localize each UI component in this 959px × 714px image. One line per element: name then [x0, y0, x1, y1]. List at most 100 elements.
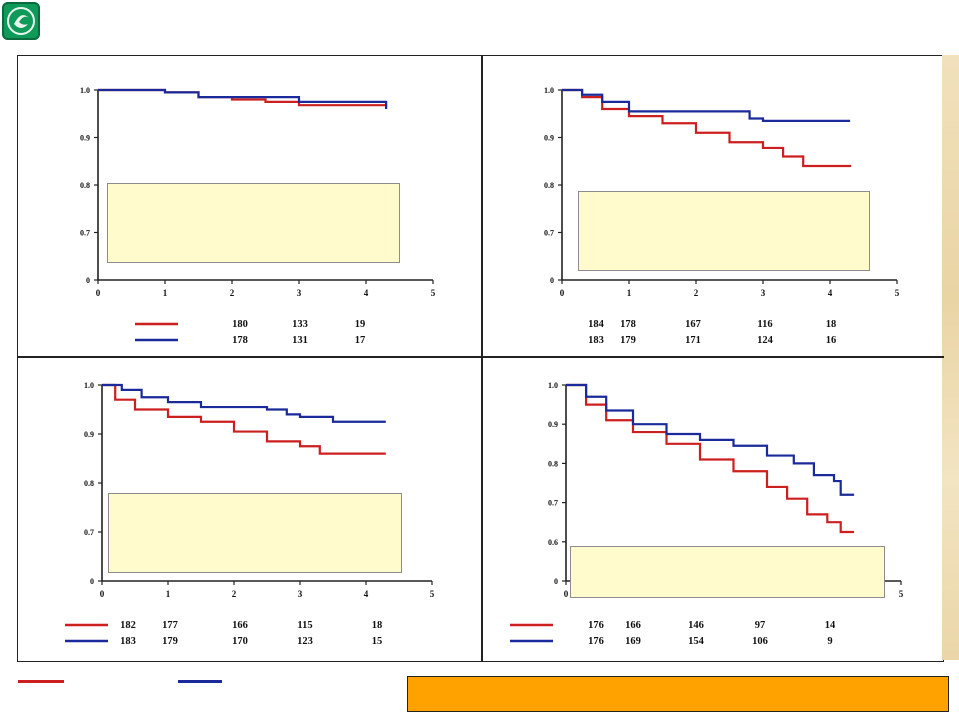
chart-svg: 0 1 2 3 4 5 0 0.7 0.8 0.9 1.0 180 133 19 178 131 17	[80, 86, 436, 346]
x-tick-label: 0	[560, 288, 565, 298]
at-risk-value: 131	[292, 335, 308, 346]
y-tick-label: 0.8	[548, 459, 558, 468]
x-tick-label: 0	[100, 589, 105, 599]
at-risk-value: 177	[162, 620, 178, 631]
y-tick-label: 0.8	[544, 181, 554, 190]
vertical-divider	[481, 55, 483, 661]
x-tick-label: 5	[430, 589, 435, 599]
y-tick-label: 0.7	[80, 229, 90, 238]
at-risk-value: 115	[297, 620, 312, 631]
survival-chart-3: 0 1 2 3 4 5 0 0.7 0.8 0.9 1.0 182 177 166 115 18 183 179 1…	[60, 373, 460, 648]
y-tick-label: 0.9	[544, 134, 554, 143]
at-risk-value: 18	[372, 620, 383, 631]
at-risk-value: 97	[755, 620, 766, 631]
at-risk-value: 15	[372, 636, 383, 647]
x-tick-label: 1	[627, 288, 632, 298]
x-tick-label: 4	[364, 589, 369, 599]
at-risk-value: 154	[688, 636, 705, 647]
series-red-line	[102, 383, 386, 455]
at-risk-value: 169	[625, 636, 641, 647]
x-tick-label: 5	[895, 288, 900, 298]
at-risk-value: 179	[620, 335, 636, 346]
key-red-line	[18, 680, 64, 683]
x-tick-label: 2	[230, 288, 235, 298]
x-tick-label: 4	[828, 288, 833, 298]
at-risk-value: 179	[162, 636, 178, 647]
at-risk-value: 183	[120, 636, 136, 647]
at-risk-value: 106	[752, 636, 768, 647]
at-risk-value: 16	[826, 335, 837, 346]
y-tick-label: 0.9	[84, 430, 94, 439]
at-risk-value: 180	[232, 319, 248, 330]
series-red-line	[98, 88, 388, 107]
at-risk-value: 183	[588, 335, 604, 346]
at-risk-value: 184	[588, 319, 605, 330]
series-blue-line	[566, 383, 855, 496]
x-tick-label: 5	[431, 288, 436, 298]
at-risk-value: 123	[297, 636, 313, 647]
survival-chart-4: 01234500.60.70.80.91.0176166146971417616…	[510, 373, 928, 648]
x-tick-label: 2	[694, 288, 699, 298]
at-risk-value: 167	[685, 319, 701, 330]
y-tick-label: 0	[554, 577, 558, 586]
at-risk-value: 14	[825, 620, 836, 631]
key-blue-line	[178, 680, 222, 683]
y-tick-label: 0	[86, 276, 90, 285]
y-tick-label: 0.7	[84, 528, 94, 537]
at-risk-value: 166	[232, 620, 248, 631]
legend-box-4	[570, 546, 885, 598]
x-tick-label: 4	[364, 288, 369, 298]
at-risk-value: 178	[620, 319, 636, 330]
horizontal-divider	[17, 356, 944, 358]
at-risk-value: 17	[355, 335, 366, 346]
survival-chart-2: 0 1 2 3 4 5 0 0.7 0.8 0.9 1.0 184 178 167 116 18 183 179 1…	[528, 75, 928, 346]
series-red-line	[566, 383, 855, 534]
survival-chart-1: 0 1 2 3 4 5 0 0.7 0.8 0.9 1.0 180 133 19 178 131 17	[60, 75, 460, 346]
series-blue-line	[98, 88, 388, 109]
y-tick-label: 1.0	[80, 86, 90, 95]
legend-box-2	[578, 191, 870, 271]
series-blue-line	[102, 383, 386, 423]
side-texture	[942, 55, 959, 660]
at-risk-value: 178	[232, 335, 248, 346]
y-tick-label: 0.8	[84, 479, 94, 488]
y-tick-label: 0	[90, 577, 94, 586]
y-tick-label: 0.7	[548, 499, 558, 508]
y-tick-label: 1.0	[548, 381, 558, 390]
chart-svg: 01234500.60.70.80.91.0176166146971417616…	[510, 381, 904, 647]
x-tick-label: 3	[298, 589, 303, 599]
at-risk-value: 133	[292, 319, 308, 330]
x-tick-label: 5	[899, 589, 904, 599]
y-tick-label: 0.9	[548, 420, 558, 429]
chart-svg: 0 1 2 3 4 5 0 0.7 0.8 0.9 1.0 184 178 167 116 18 183 179 1…	[544, 86, 900, 346]
at-risk-value: 124	[757, 335, 774, 346]
y-tick-label: 1.0	[84, 381, 94, 390]
x-tick-label: 1	[163, 288, 168, 298]
logo	[2, 2, 40, 40]
at-risk-value: 18	[826, 319, 837, 330]
logo-icon	[7, 7, 35, 35]
y-tick-label: 0	[550, 276, 554, 285]
at-risk-value: 19	[355, 319, 366, 330]
y-tick-label: 0.8	[80, 181, 90, 190]
y-tick-label: 1.0	[544, 86, 554, 95]
x-tick-label: 3	[297, 288, 302, 298]
at-risk-value: 182	[120, 620, 136, 631]
at-risk-value: 146	[688, 620, 704, 631]
series-blue-line	[562, 88, 851, 122]
at-risk-value: 116	[757, 319, 772, 330]
conclusion-banner	[407, 676, 949, 712]
at-risk-value: 176	[588, 620, 604, 631]
at-risk-value: 176	[588, 636, 604, 647]
at-risk-value: 170	[232, 636, 248, 647]
x-tick-label: 1	[166, 589, 171, 599]
x-tick-label: 2	[232, 589, 237, 599]
at-risk-value: 9	[827, 636, 832, 647]
at-risk-value: 166	[625, 620, 641, 631]
y-tick-label: 0.6	[548, 538, 558, 547]
x-tick-label: 3	[761, 288, 766, 298]
legend-box-3	[108, 493, 402, 573]
x-tick-label: 0	[564, 589, 569, 599]
x-tick-label: 0	[96, 288, 101, 298]
